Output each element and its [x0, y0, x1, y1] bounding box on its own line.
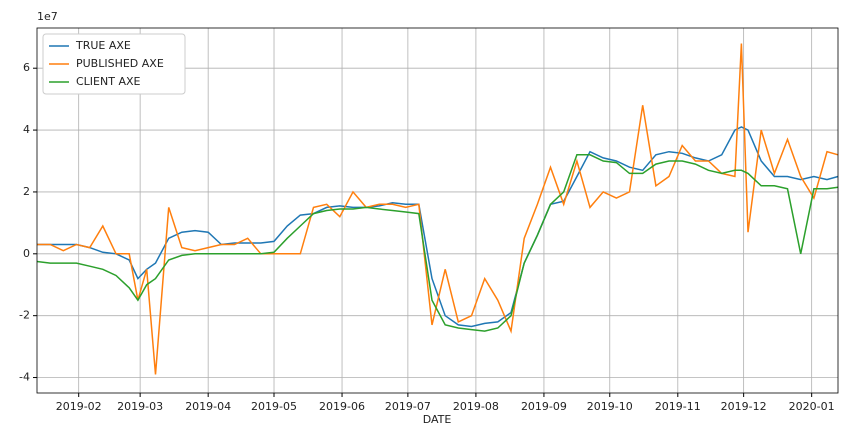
legend-label: PUBLISHED AXE [76, 57, 164, 70]
x-tick-label: 2019-03 [117, 400, 163, 413]
x-tick-label: 2019-05 [251, 400, 297, 413]
legend-box [42, 33, 186, 95]
legend-label: CLIENT AXE [76, 75, 141, 88]
y-tick-label: 4 [23, 123, 30, 136]
x-tick-label: 2019-07 [385, 400, 431, 413]
x-tick-label: 2019-11 [655, 400, 701, 413]
series-line [36, 154, 839, 332]
legend-label: TRUE AXE [75, 39, 131, 52]
y-tick-label: -4 [19, 371, 30, 384]
y-tick-label: 0 [23, 247, 30, 260]
x-tick-label: 2020-01 [789, 400, 835, 413]
x-tick-label: 2019-09 [521, 400, 567, 413]
x-tick-label: 2019-06 [319, 400, 365, 413]
x-tick-label: 2019-12 [721, 400, 767, 413]
y-offset: 1e7 [37, 10, 58, 23]
series-line [37, 43, 839, 375]
x-tick-label: 2019-08 [453, 400, 499, 413]
x-tick-label: 2019-02 [56, 400, 102, 413]
plot-frame [36, 27, 839, 394]
y-tick-label: 6 [23, 61, 30, 74]
x-axis-label: DATE [423, 413, 452, 426]
x-tick-label: 2019-04 [185, 400, 231, 413]
y-tick-label: 2 [23, 185, 30, 198]
series-line [37, 126, 839, 328]
x-tick-label: 2019-10 [587, 400, 633, 413]
y-tick-label: -2 [19, 309, 30, 322]
